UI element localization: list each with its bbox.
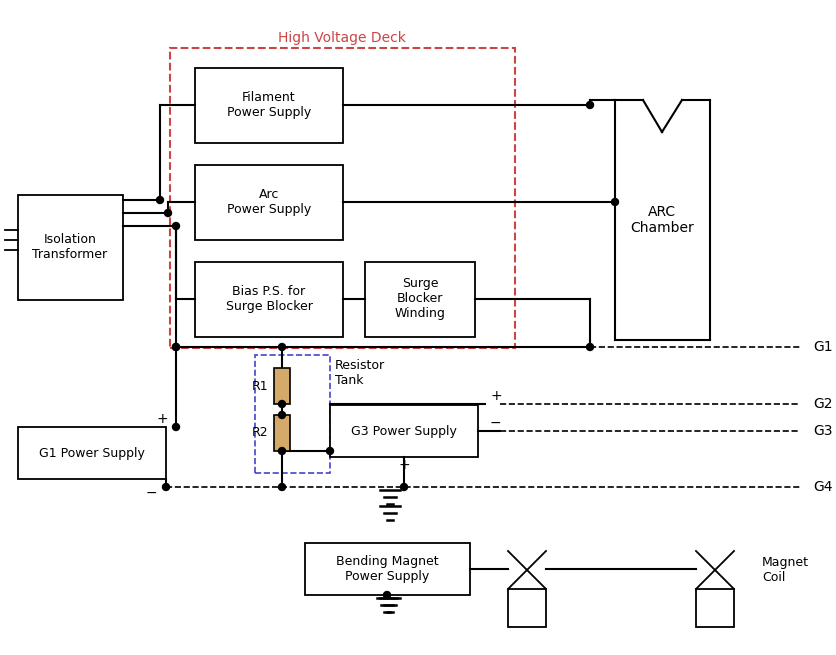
Text: Bending Magnet
Power Supply: Bending Magnet Power Supply (336, 555, 438, 583)
Circle shape (278, 343, 286, 350)
Text: Isolation
Transformer: Isolation Transformer (33, 233, 108, 261)
Bar (18, 195, 123, 300)
Text: +: + (156, 412, 168, 426)
Circle shape (384, 591, 390, 599)
Text: R1: R1 (252, 379, 268, 392)
Text: G3: G3 (813, 424, 833, 438)
Circle shape (278, 483, 286, 491)
Text: Magnet
Coil: Magnet Coil (762, 556, 809, 584)
Bar (696, 589, 734, 627)
Circle shape (172, 424, 180, 430)
Text: Arc
Power Supply: Arc Power Supply (227, 188, 311, 216)
Text: Surge
Blocker
Winding: Surge Blocker Winding (395, 278, 446, 320)
Text: G1 Power Supply: G1 Power Supply (39, 447, 145, 460)
Text: Resistor
Tank: Resistor Tank (335, 359, 385, 387)
Circle shape (156, 196, 164, 204)
Bar (255, 355, 330, 473)
Bar (195, 165, 343, 240)
Circle shape (278, 400, 286, 407)
Bar (508, 589, 546, 627)
Text: G2: G2 (813, 397, 833, 411)
Bar (18, 427, 166, 479)
Bar (195, 262, 343, 337)
Circle shape (172, 343, 180, 350)
Text: R2: R2 (252, 426, 268, 440)
Text: G3 Power Supply: G3 Power Supply (351, 424, 457, 438)
Text: +: + (490, 389, 502, 403)
Circle shape (172, 223, 180, 229)
Circle shape (400, 483, 407, 491)
Circle shape (327, 447, 334, 455)
Circle shape (165, 210, 171, 217)
Bar (195, 68, 343, 143)
Bar (305, 543, 470, 595)
Circle shape (587, 102, 594, 109)
Bar (274, 368, 290, 404)
Text: +: + (398, 458, 410, 472)
Circle shape (172, 343, 180, 350)
Bar (330, 405, 478, 457)
Bar (170, 48, 515, 348)
Text: High Voltage Deck: High Voltage Deck (278, 31, 406, 45)
Text: −: − (145, 486, 157, 500)
Text: ARC
Chamber: ARC Chamber (630, 205, 694, 235)
Bar (274, 415, 290, 451)
Text: Filament
Power Supply: Filament Power Supply (227, 91, 311, 119)
Circle shape (587, 343, 594, 350)
Circle shape (611, 198, 619, 206)
Text: −: − (490, 416, 502, 430)
Circle shape (278, 447, 286, 455)
Circle shape (162, 483, 170, 491)
Bar (365, 262, 475, 337)
Text: G4: G4 (813, 480, 833, 494)
Text: G1: G1 (813, 340, 833, 354)
Circle shape (278, 411, 286, 419)
Text: Bias P.S. for
Surge Blocker: Bias P.S. for Surge Blocker (226, 285, 313, 313)
